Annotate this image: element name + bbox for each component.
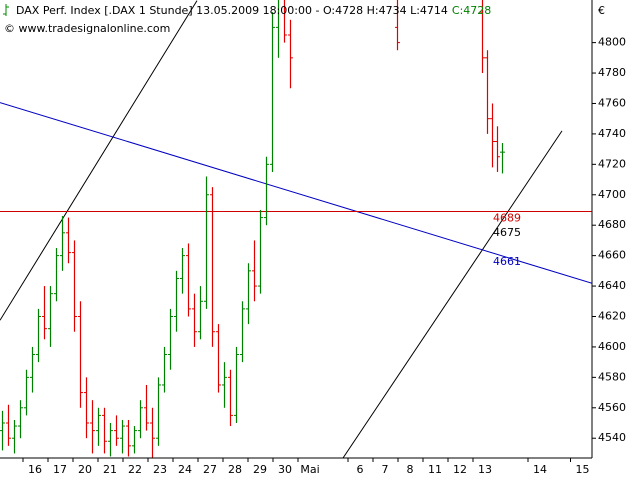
chart-icon [3,4,9,16]
y-tick-label: 4720 [598,157,626,170]
x-tick-label: 23 [153,463,167,476]
watermark: © www.tradesignalonline.com [4,22,170,35]
x-tick-label: 11 [428,463,442,476]
x-tick-label: 17 [53,463,67,476]
line-label: 4689 [493,212,521,225]
y-tick-label: 4780 [598,66,626,79]
y-tick-label: 4680 [598,218,626,231]
y-tick-label: 4700 [598,188,626,201]
x-tick-label: 14 [533,463,547,476]
x-tick-label: 20 [78,463,92,476]
line-label: 4661 [493,255,521,268]
trend-line [0,102,592,284]
y-unit: € [598,4,605,17]
y-tick-label: 4760 [598,96,626,109]
x-tick-label: 8 [407,463,414,476]
y-tick-label: 4660 [598,249,626,262]
y-tick-label: 4580 [598,370,626,383]
x-tick-label: 15 [576,463,590,476]
x-tick-label: 22 [128,463,142,476]
x-tick-label: 29 [253,463,267,476]
x-tick-label: 27 [203,463,217,476]
x-tick-label: 7 [382,463,389,476]
y-tick-label: 4600 [598,340,626,353]
y-tick-label: 4620 [598,309,626,322]
y-tick-label: 4740 [598,127,626,140]
trend-line [342,130,563,458]
x-tick-label: 16 [28,463,42,476]
x-tick-label: 30 [278,463,292,476]
y-tick-label: 4560 [598,401,626,414]
y-tick-label: 4640 [598,279,626,292]
y-tick-label: 4540 [598,431,626,444]
x-tick-label: 24 [178,463,192,476]
chart-title: DAX Perf. Index [.DAX 1 Stunde] 13.05.20… [16,4,448,17]
line-label: 4675 [493,226,521,239]
x-tick-label: Mai [300,463,319,476]
plot-area [0,0,592,458]
trend-line [0,0,198,321]
x-tick-label: 21 [103,463,117,476]
x-tick-label: 12 [453,463,467,476]
x-tick-label: 28 [228,463,242,476]
y-tick-label: 4800 [598,36,626,49]
close-label: C:4728 [452,4,491,17]
x-tick-label: 13 [478,463,492,476]
x-tick-label: 6 [357,463,364,476]
